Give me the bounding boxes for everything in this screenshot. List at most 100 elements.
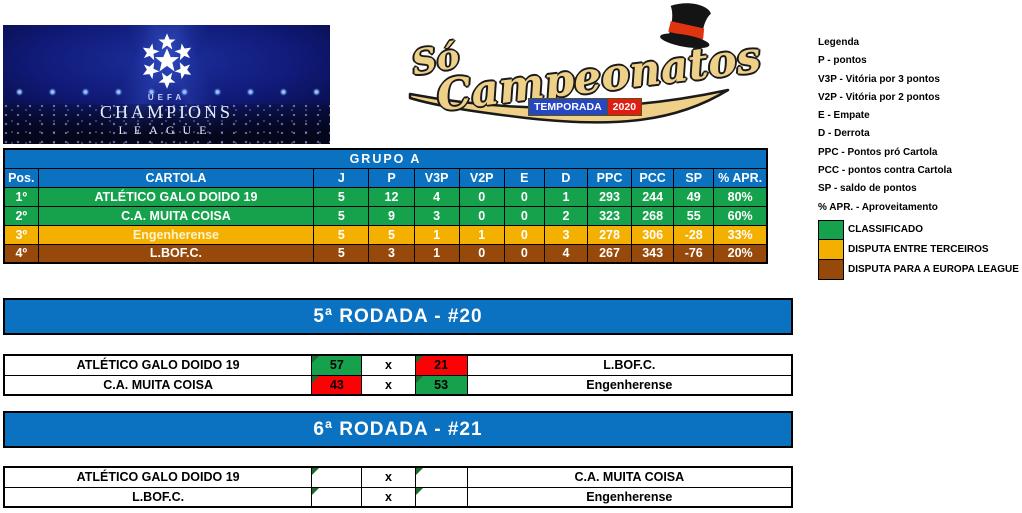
pos-cell: 2º — [3, 205, 39, 226]
standings-table: GRUPO A Pos. CARTOLA J P V3P V2P E D PPC… — [3, 148, 768, 264]
stat-cell-e: 0 — [503, 224, 545, 245]
stat-cell-sp: -28 — [673, 224, 715, 245]
away-score-cell[interactable]: 53 — [414, 374, 468, 396]
stat-cell-pcc: 343 — [631, 243, 675, 264]
away-score-cell[interactable] — [414, 466, 468, 488]
stat-cell-j: 5 — [313, 243, 370, 264]
col-header-apr: % APR. — [713, 167, 768, 188]
stat-cell-v2p: 1 — [458, 224, 505, 245]
standings-header-row: Pos. CARTOLA J P V3P V2P E D PPC PCC SP … — [3, 167, 768, 188]
standings-row: 4º L.BOF.C. 5 3 1 0 0 4 267 343 -76 20% — [3, 243, 768, 264]
legend-title: Legenda — [818, 37, 860, 48]
so-campeonatos-logo: Só Campeonatos TEMPORADA 2020 — [398, 3, 763, 140]
stat-cell-p: 3 — [368, 243, 415, 264]
legend-item-pcc: PCC - pontos contra Cartola — [818, 165, 952, 177]
stat-cell-d: 3 — [543, 224, 588, 245]
stat-cell-apr: 60% — [713, 205, 768, 226]
stat-cell-pcc: 268 — [631, 205, 675, 226]
stat-cell-apr: 80% — [713, 186, 768, 207]
standings-row: 2º C.A. MUITA COISA 5 9 3 0 0 2 323 268 … — [3, 205, 768, 226]
col-header-v2p: V2P — [458, 167, 505, 188]
dispute-thirds-label: DISPUTA ENTRE TERCEIROS — [848, 244, 989, 256]
versus-cell: x — [361, 486, 416, 508]
col-header-d: D — [543, 167, 588, 188]
stat-cell-v3p: 1 — [413, 224, 460, 245]
home-score-cell[interactable]: 43 — [311, 374, 363, 396]
round-6-fixtures-table: ATLÉTICO GALO DOIDO 19 x C.A. MUITA COIS… — [3, 466, 793, 508]
fixture-row: ATLÉTICO GALO DOIDO 19 x C.A. MUITA COIS… — [3, 466, 793, 488]
home-score-cell[interactable]: 57 — [311, 354, 363, 376]
stadium-crowd-decor — [3, 104, 330, 144]
home-score-cell[interactable] — [311, 486, 363, 508]
legend-swatch-row: DISPUTA ENTRE TERCEIROS — [818, 239, 1022, 260]
stat-cell-ppc: 293 — [586, 186, 633, 207]
round-5-fixtures-table: ATLÉTICO GALO DOIDO 19 57 x 21 L.BOF.C. … — [3, 354, 793, 396]
col-header-v3p: V3P — [413, 167, 460, 188]
team-name-cell: Engenherense — [37, 224, 315, 245]
stat-cell-p: 12 — [368, 186, 415, 207]
legend-swatch-row: CLASSIFICADO — [818, 219, 1022, 240]
standings-row: 3º Engenherense 5 5 1 1 0 3 278 306 -28 … — [3, 224, 768, 245]
col-header-e: E — [503, 167, 545, 188]
legend-item-d: D - Derrota — [818, 128, 870, 140]
away-score-cell[interactable]: 21 — [414, 354, 468, 376]
stat-cell-v2p: 0 — [458, 205, 505, 226]
legend-swatch-row: DISPUTA PARA A EUROPA LEAGUE — [818, 259, 1022, 280]
stat-cell-sp: 55 — [673, 205, 715, 226]
uefa-wordmark: UEFA — [147, 93, 186, 102]
home-team-cell: ATLÉTICO GALO DOIDO 19 — [3, 354, 313, 376]
stat-cell-v2p: 0 — [458, 243, 505, 264]
stat-cell-v3p: 4 — [413, 186, 460, 207]
legend-item-v2p: V2P - Vitória por 2 pontos — [818, 91, 940, 103]
col-header-cartola: CARTOLA — [37, 167, 315, 188]
home-team-cell: ATLÉTICO GALO DOIDO 19 — [3, 466, 313, 488]
stat-cell-p: 5 — [368, 224, 415, 245]
stat-cell-v3p: 3 — [413, 205, 460, 226]
temporada-badge-label: TEMPORADA — [529, 99, 608, 115]
stat-cell-ppc: 323 — [586, 205, 633, 226]
stat-cell-sp: 49 — [673, 186, 715, 207]
team-name-cell: L.BOF.C. — [37, 243, 315, 264]
versus-cell: x — [361, 374, 416, 396]
legend-item-e: E - Empate — [818, 110, 870, 122]
away-team-cell: Engenherense — [466, 486, 793, 508]
standings-row: 1º ATLÉTICO GALO DOIDO 19 5 12 4 0 0 1 2… — [3, 186, 768, 207]
stat-cell-j: 5 — [313, 205, 370, 226]
champions-wordmark: CHAMPIONS — [99, 102, 234, 122]
pos-cell: 3º — [3, 224, 39, 245]
stat-cell-ppc: 267 — [586, 243, 633, 264]
stat-cell-e: 0 — [503, 186, 545, 207]
fixture-row: C.A. MUITA COISA 43 x 53 Engenherense — [3, 374, 793, 396]
away-score-cell[interactable] — [414, 486, 468, 508]
col-header-pos: Pos. — [3, 167, 39, 188]
legend-item-sp: SP - saldo de pontos — [818, 183, 917, 195]
round-6-banner: 6ª RODADA - #21 — [3, 411, 793, 448]
stat-cell-j: 5 — [313, 186, 370, 207]
temporada-badge-year: 2020 — [607, 99, 642, 115]
col-header-p: P — [368, 167, 415, 188]
classified-swatch — [818, 219, 844, 240]
col-header-j: J — [313, 167, 370, 188]
group-title: GRUPO A — [3, 148, 768, 169]
stat-cell-sp: -76 — [673, 243, 715, 264]
col-header-ppc: PPC — [586, 167, 633, 188]
col-header-pcc: PCC — [631, 167, 675, 188]
fixture-row: L.BOF.C. x Engenherense — [3, 486, 793, 508]
stat-cell-v3p: 1 — [413, 243, 460, 264]
starball-icon — [138, 33, 195, 89]
home-score-cell[interactable] — [311, 466, 363, 488]
stat-cell-pcc: 306 — [631, 224, 675, 245]
champions-league-banner: UEFA CHAMPIONS LEAGUE — [3, 25, 330, 144]
league-wordmark: LEAGUE — [118, 123, 215, 137]
europa-league-label: DISPUTA PARA A EUROPA LEAGUE — [848, 264, 1019, 276]
stat-cell-d: 4 — [543, 243, 588, 264]
round-5-banner: 5ª RODADA - #20 — [3, 298, 793, 335]
stat-cell-pcc: 244 — [631, 186, 675, 207]
stat-cell-d: 2 — [543, 205, 588, 226]
top-hat-icon — [660, 3, 711, 49]
stat-cell-apr: 33% — [713, 224, 768, 245]
team-name-cell: C.A. MUITA COISA — [37, 205, 315, 226]
stat-cell-v2p: 0 — [458, 186, 505, 207]
versus-cell: x — [361, 466, 416, 488]
